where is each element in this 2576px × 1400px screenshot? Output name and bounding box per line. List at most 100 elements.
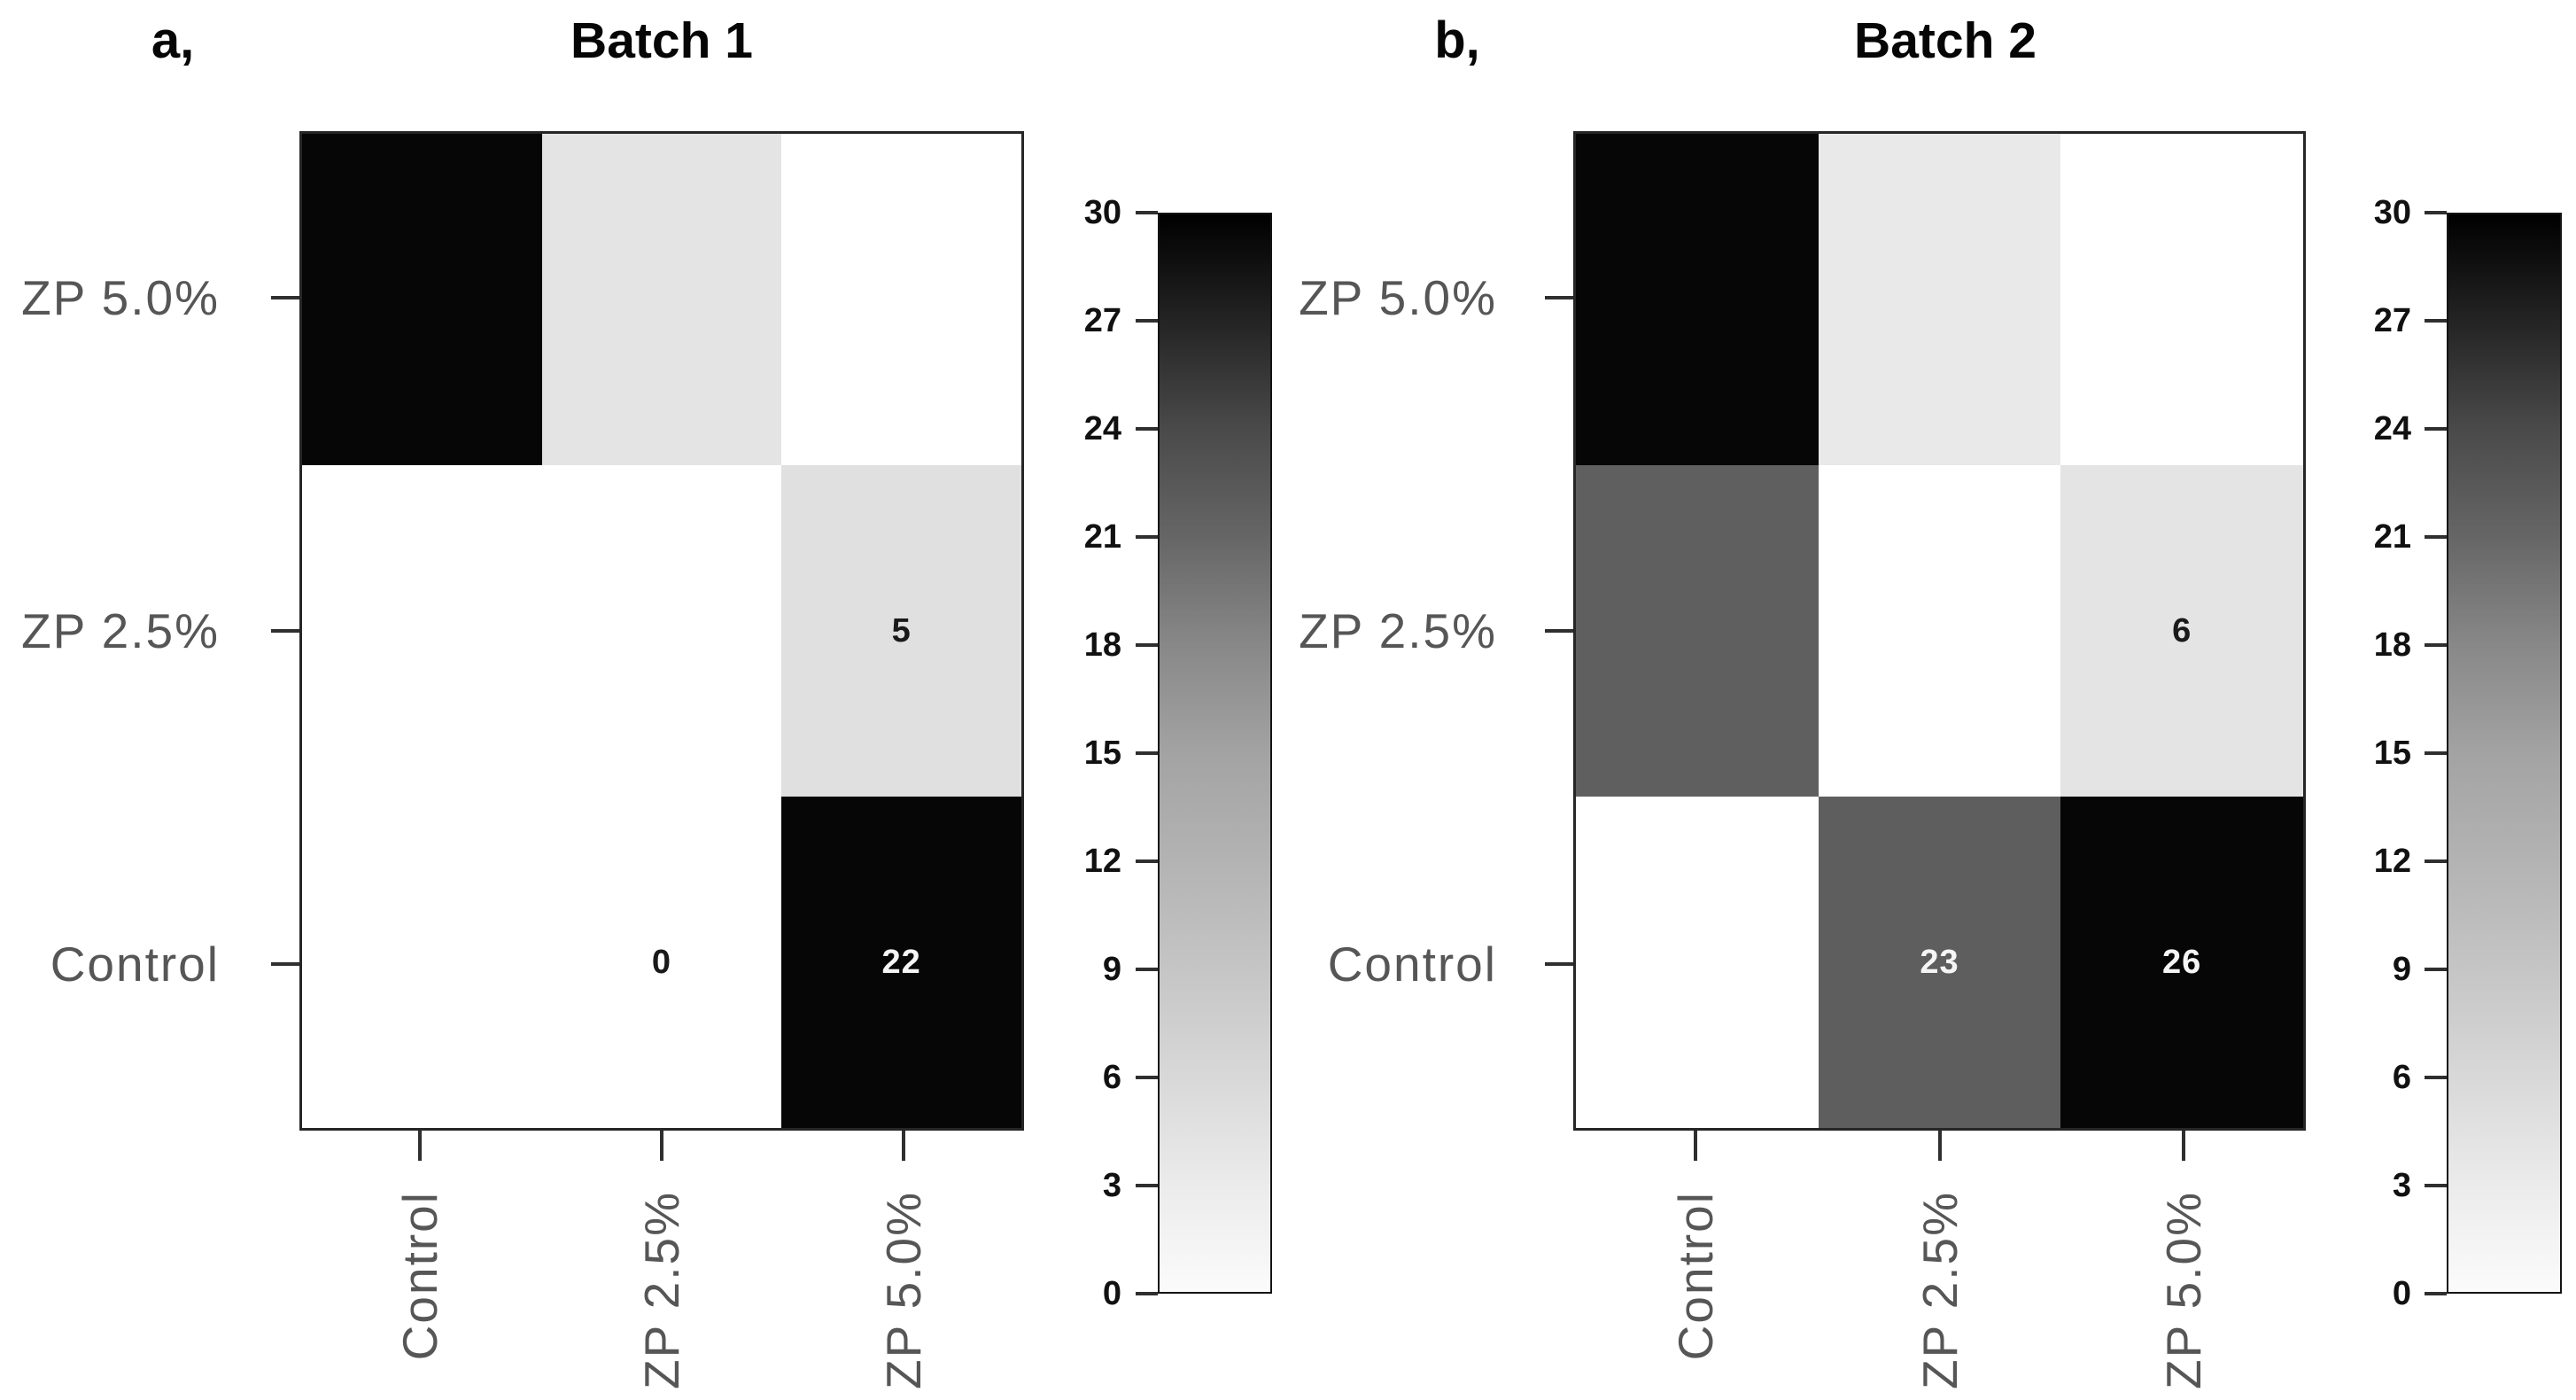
x-axis-tick [901,1131,905,1161]
heatmap-cell-r0c0 [1576,134,1819,465]
heatmap-cell-r1c0 [302,465,542,797]
y-axis-label: Control [50,937,220,992]
x-axis-label: Control [1667,1191,1723,1361]
colorbar-tick [1136,968,1158,971]
colorbar-tick [1136,751,1158,755]
heatmap-cell-r1c2: 6 [2060,465,2303,797]
y-axis-tick [1545,962,1573,966]
colorbar-tick-label: 24 [1083,410,1121,447]
heatmap-cell-r0c1 [541,134,782,465]
heatmap-cell-r2c0 [1576,797,1819,1128]
colorbar [1158,213,1272,1294]
colorbar-tick [2425,1292,2447,1295]
colorbar-tick [2425,535,2447,539]
cell-value-label: 5 [891,611,912,649]
colorbar-tick [2425,859,2447,863]
x-axis-label: ZP 2.5% [1912,1191,1967,1389]
y-axis-label: ZP 5.0% [21,270,220,325]
y-axis-tick [271,962,299,966]
colorbar-tick-label: 30 [2373,194,2411,231]
y-axis-tick [1545,629,1573,633]
colorbar-tick-label: 18 [1083,626,1121,664]
panel-label: a, [151,12,195,69]
y-axis-label: Control [1327,937,1497,992]
cell-value-label: 23 [1920,943,1959,981]
colorbar-tick-label: 12 [2373,843,2411,880]
x-axis-label: ZP 5.0% [875,1191,931,1389]
colorbar-tick-label: 0 [2392,1275,2411,1312]
x-axis-tick [2182,1131,2186,1161]
colorbar-tick [1136,319,1158,323]
y-axis-label: ZP 2.5% [1299,603,1497,658]
panel-title: Batch 1 [570,12,753,69]
colorbar-tick-label: 9 [1102,951,1121,988]
cell-value-label: 0 [651,943,672,981]
heatmap-cell-r2c0 [302,797,542,1128]
colorbar-tick [2425,1076,2447,1079]
colorbar-tick [1136,427,1158,431]
colorbar-tick-label: 27 [1083,302,1121,339]
colorbar-tick-label: 12 [1083,843,1121,880]
colorbar-tick-label: 3 [1102,1167,1121,1204]
heatmap-cell-r2c1: 23 [1818,797,2061,1128]
colorbar-tick-label: 0 [1102,1275,1121,1312]
colorbar-tick [2425,319,2447,323]
colorbar-tick-label: 3 [2392,1167,2411,1204]
colorbar-tick-label: 21 [1083,518,1121,556]
heatmap-cell-r1c1 [1818,465,2061,797]
heatmap-cell-r0c2 [781,134,1021,465]
colorbar-tick [1136,1076,1158,1079]
colorbar-tick [2425,211,2447,214]
colorbar-tick-label: 24 [2373,410,2411,447]
colorbar-tick [2425,427,2447,431]
colorbar-tick-label: 15 [1083,735,1121,772]
colorbar-tick [1136,643,1158,647]
heatmap-cell-r1c1 [541,465,782,797]
x-axis-label: Control [392,1191,448,1361]
x-axis-tick [1693,1131,1697,1161]
cell-value-label: 22 [881,943,921,981]
colorbar-tick [1136,535,1158,539]
heatmap-cell-r2c1: 0 [541,797,782,1128]
cell-value-label: 26 [2162,943,2202,981]
x-axis-tick [418,1131,423,1161]
colorbar-tick [1136,1184,1158,1187]
heatmap-cell-r0c1 [1818,134,2061,465]
x-axis-label: ZP 2.5% [634,1191,689,1389]
colorbar-tick [1136,1292,1158,1295]
colorbar-tick [2425,1184,2447,1187]
colorbar-tick [2425,968,2447,971]
colorbar-tick [1136,211,1158,214]
y-axis-label: ZP 2.5% [21,603,220,658]
heatmap-cell-r1c0 [1576,465,1819,797]
colorbar-tick-label: 9 [2392,951,2411,988]
colorbar-tick-label: 18 [2373,626,2411,664]
y-axis-tick [271,296,299,299]
colorbar-tick-label: 21 [2373,518,2411,556]
heatmap-cell-r2c2: 26 [2060,797,2303,1128]
colorbar-tick-label: 6 [2392,1059,2411,1096]
colorbar-tick [2425,751,2447,755]
heatmap-cell-r1c2: 5 [781,465,1021,797]
heatmap-grid: 5 0 22 [299,131,1024,1131]
colorbar-tick [1136,859,1158,863]
colorbar-tick [2425,643,2447,647]
panel-label: b, [1434,12,1480,69]
colorbar-tick-label: 6 [1102,1059,1121,1096]
colorbar [2447,213,2562,1294]
cell-value-label: 6 [2172,611,2192,649]
heatmap-cell-r2c2: 22 [781,797,1021,1128]
x-axis-tick [660,1131,663,1161]
x-axis-label: ZP 5.0% [2156,1191,2212,1389]
heatmap-cell-r0c2 [2060,134,2303,465]
colorbar-tick-label: 27 [2373,302,2411,339]
y-axis-label: ZP 5.0% [1299,270,1497,325]
heatmap-grid: 6 23 26 [1573,131,2306,1131]
x-axis-tick [1937,1131,1942,1161]
heatmap-cell-r0c0 [302,134,542,465]
colorbar-tick-label: 15 [2373,735,2411,772]
colorbar-tick-label: 30 [1083,194,1121,231]
y-axis-tick [271,629,299,633]
y-axis-tick [1545,296,1573,299]
